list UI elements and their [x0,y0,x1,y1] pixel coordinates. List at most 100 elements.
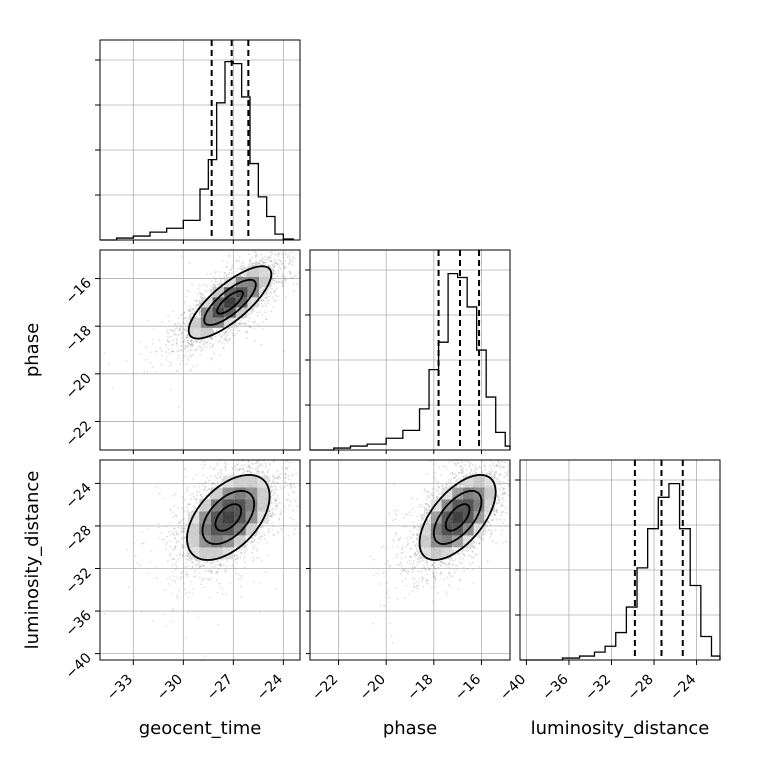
sample-point [266,295,269,298]
sample-point [282,524,285,527]
sample-point [310,246,312,248]
sample-point [259,451,261,453]
sample-point [235,327,238,330]
sample-point [172,495,175,497]
sample-point [295,472,298,475]
sample-point [154,371,157,373]
sample-point [220,480,223,483]
sample-point [191,566,194,569]
sample-point [216,591,219,594]
sample-point [254,264,257,267]
sample-point [204,655,206,658]
sample-point [166,331,169,333]
contour-level-1 [203,278,257,326]
sample-point [262,471,264,473]
sample-point [171,329,174,332]
sample-point [184,345,187,348]
sample-point [221,260,224,262]
sample-point [193,504,195,507]
sample-point [322,264,324,266]
sample-point [262,524,264,527]
sample-point [242,262,245,265]
sample-point [270,515,272,518]
sample-point [225,265,228,268]
sample-point [227,261,229,264]
sample-point [280,527,282,530]
sample-point [167,336,169,338]
sample-point [217,623,220,626]
sample-point [224,338,227,341]
sample-point [287,475,290,477]
sample-point [195,341,198,343]
density-cell [200,297,213,308]
sample-point [183,348,186,351]
sample-point [214,285,217,287]
sample-point [212,562,214,565]
grid [310,250,510,450]
sample-point [186,316,189,319]
sample-point [257,262,260,265]
sample-point [255,264,258,266]
sample-point [225,330,228,333]
sample-point [214,474,217,477]
sample-point [264,462,267,465]
sample-point [276,470,279,472]
sample-point [266,438,268,440]
sample-point [189,503,192,505]
sample-point [198,300,201,302]
panel-frame [99,249,301,451]
sample-point [181,334,184,336]
sample-point [307,225,309,227]
sample-point [195,498,198,501]
sample-point [204,562,207,564]
sample-point [223,570,226,573]
sample-point [181,554,184,556]
sample-point [191,308,194,311]
sample-point [253,546,256,549]
sample-point [306,485,308,487]
sample-point [219,475,222,478]
sample-point [271,277,274,280]
sample-point [274,262,277,265]
sample-point [293,528,296,530]
sample-point [224,271,226,274]
sample-point [181,507,184,510]
sample-point [284,276,287,278]
sample-point [220,472,222,474]
sample-point [276,494,279,497]
sample-point [193,299,196,302]
sample-point [240,595,243,598]
sample-point [182,322,185,324]
sample-point [191,344,194,346]
sample-point [172,571,174,574]
sample-point [187,341,189,344]
sample-point [168,365,171,367]
sample-point [247,460,250,462]
sample-point [293,230,295,232]
sample-point [234,466,237,468]
sample-point [273,290,276,293]
sample-point [279,405,281,407]
sample-point [288,253,290,256]
sample-point [262,261,264,264]
sample-point [289,271,291,273]
sample-point [192,308,195,310]
sample-point [173,516,175,518]
sample-point [174,546,177,549]
sample-point [236,332,239,335]
sample-point [228,271,231,274]
sample-point [271,270,274,272]
sample-point [230,266,233,269]
sample-point [172,557,175,560]
sample-point [242,468,245,470]
sample-point [174,527,177,530]
sample-point [188,591,191,594]
sample-point [252,308,255,311]
sample-point [148,560,151,563]
sample-point [195,563,198,566]
sample-point [201,284,204,287]
sample-point [156,577,158,579]
sample-point [285,253,288,256]
sample-point [272,508,275,510]
sample-point [186,357,189,359]
